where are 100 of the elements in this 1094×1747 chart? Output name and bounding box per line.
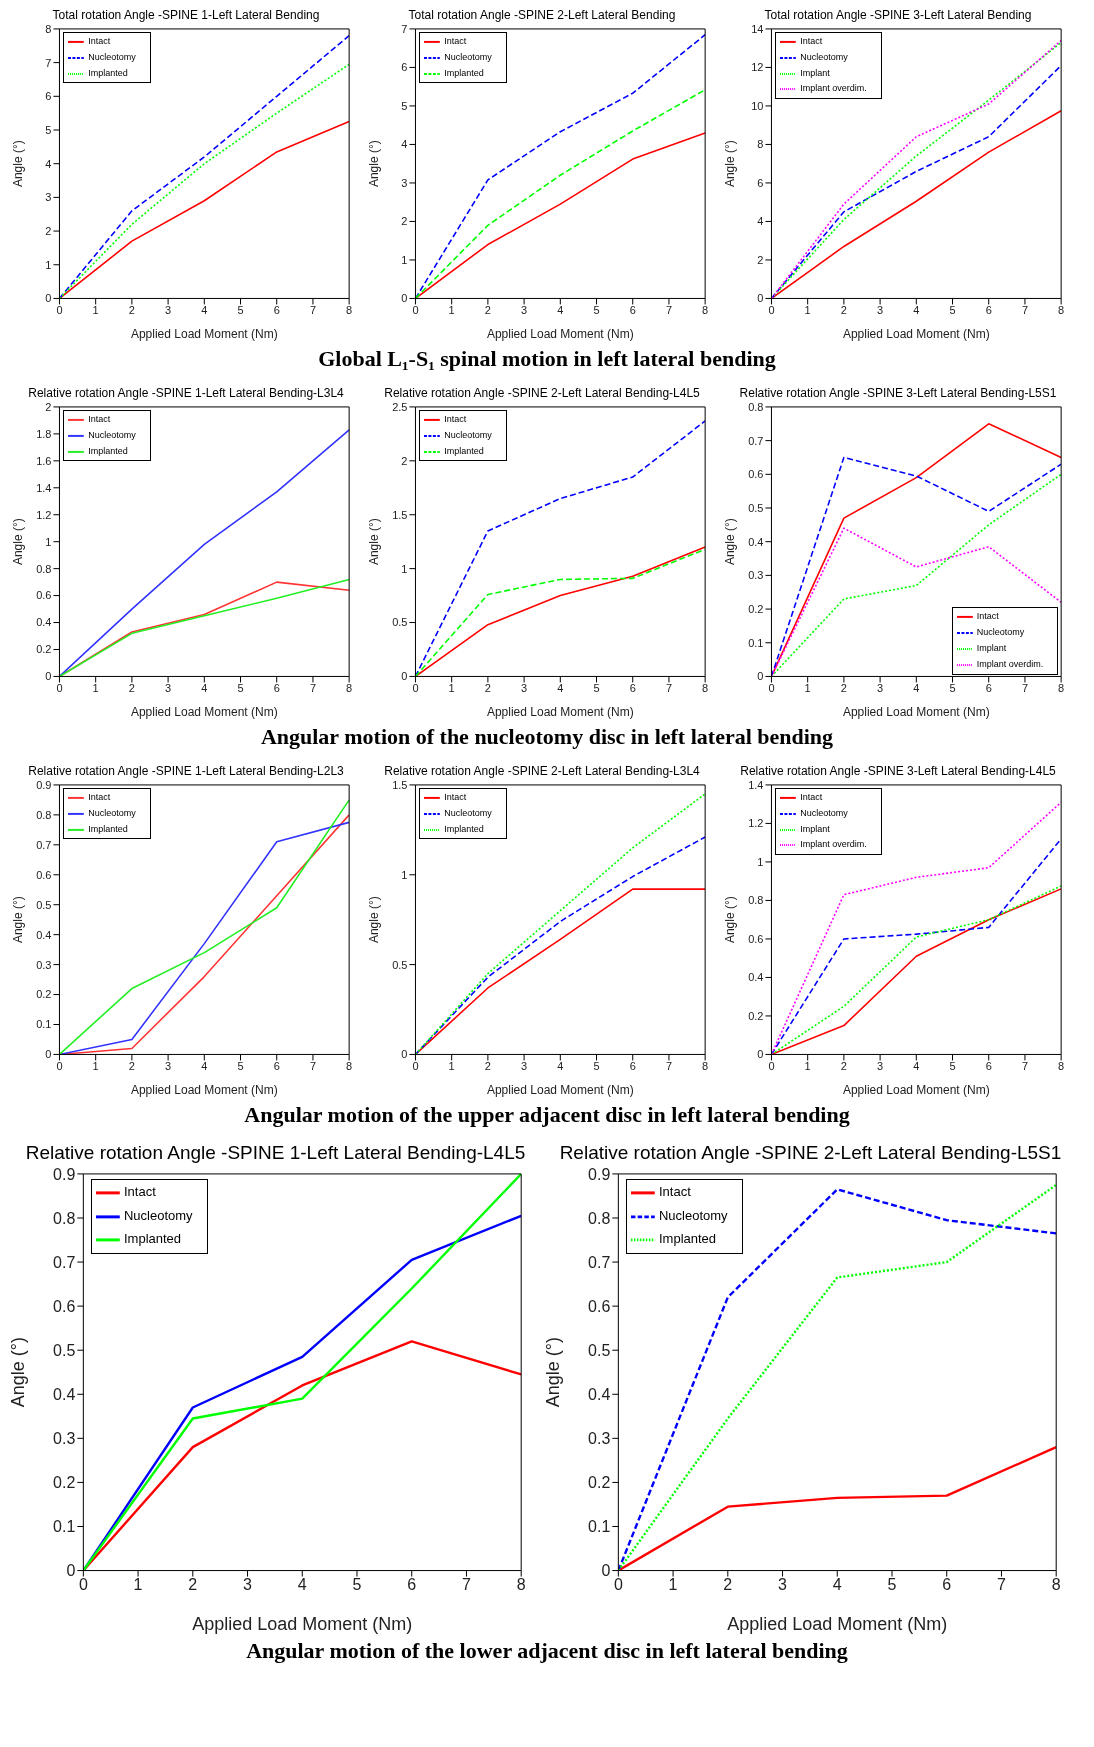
y-tick-label: 1.8	[36, 427, 52, 440]
y-tick-label: 0.4	[588, 1385, 611, 1403]
x-tick-label: 1	[668, 1575, 678, 1593]
legend-label: Intact	[658, 1184, 691, 1200]
y-axis-title: Angle (°)	[367, 518, 382, 566]
y-tick-label: 5	[45, 123, 52, 136]
chart-title: Relative rotation Angle -SPINE 1-Left Lateral Bending-L4L5	[24, 1142, 527, 1164]
legend-label: Implant overdim.	[976, 658, 1044, 669]
x-tick-label: 1	[448, 1060, 455, 1073]
x-tick-label: 7	[997, 1575, 1007, 1593]
y-tick-label: 0.8	[588, 1209, 611, 1227]
y-tick-label: 0	[401, 670, 408, 683]
legend-label: Implanted	[444, 823, 484, 834]
y-tick-label: 0.5	[36, 898, 52, 911]
chart-title: Relative rotation Angle -SPINE 1-Left Lateral Bending-L2L3	[27, 764, 345, 778]
x-tick-label: 8	[702, 304, 709, 317]
x-tick-label: 4	[297, 1575, 307, 1593]
legend-label: Implanted	[123, 1231, 182, 1247]
y-tick-label: 0	[757, 292, 764, 305]
chart-title: Relative rotation Angle -SPINE 2-Left Lateral Bending-L3L4	[383, 764, 701, 778]
legend-label: Intact	[800, 792, 823, 803]
y-tick-label: 0.1	[588, 1518, 611, 1536]
y-tick-label: 0	[45, 670, 52, 683]
legend-label: Nucleotomy	[88, 51, 136, 62]
x-tick-label: 4	[557, 1060, 564, 1073]
x-axis-title: Applied Load Moment (Nm)	[842, 705, 990, 719]
y-tick-label: 0.7	[748, 434, 764, 447]
x-tick-label: 2	[723, 1575, 733, 1593]
x-tick-label: 2	[840, 1060, 847, 1073]
y-tick-label: 0.7	[588, 1253, 611, 1271]
y-axis-title: Angle (°)	[11, 518, 26, 566]
x-tick-label: 1	[448, 304, 455, 317]
x-tick-label: 4	[913, 682, 920, 695]
x-tick-label: 1	[92, 682, 99, 695]
y-tick-label: 0.4	[53, 1385, 76, 1403]
x-tick-label: 3	[521, 304, 528, 317]
y-axis-title: Angle (°)	[367, 896, 382, 944]
chart-title: Relative rotation Angle -SPINE 3-Left Lateral Bending-L5S1	[738, 386, 1058, 400]
y-axis-title: Angle (°)	[367, 140, 382, 188]
x-tick-label: 2	[484, 1060, 491, 1073]
x-tick-label: 6	[985, 1060, 992, 1073]
x-tick-label: 5	[237, 1060, 244, 1073]
text: Angular motion of the upper adjacent disc in left lateral bending	[243, 1102, 851, 1128]
legend-label: Intact	[444, 414, 467, 425]
legend-label: Intact	[88, 414, 111, 425]
y-tick-label: 0.7	[36, 838, 52, 851]
legend-label: Implant overdim.	[800, 839, 867, 850]
y-tick-label: 0.3	[36, 958, 52, 971]
x-axis-title: Applied Load Moment (Nm)	[130, 327, 278, 341]
x-tick-label: 7	[1021, 304, 1029, 317]
legend-label: Implant overdim.	[800, 83, 867, 94]
y-tick-label: 0	[757, 1048, 764, 1061]
y-tick-label: 8	[757, 138, 764, 151]
x-tick-label: 0	[78, 1575, 88, 1593]
x-tick-label: 3	[165, 682, 172, 695]
y-tick-label: 0.4	[748, 971, 764, 984]
x-axis-title: Applied Load Moment (Nm)	[130, 705, 278, 719]
x-tick-label: 6	[985, 682, 992, 695]
x-tick-label: 5	[352, 1575, 362, 1593]
y-tick-label: 0.5	[53, 1341, 76, 1359]
x-tick-label: 2	[128, 682, 135, 695]
y-axis-title: Angle (°)	[11, 140, 26, 188]
x-tick-label: 4	[832, 1575, 842, 1593]
x-tick-label: 1	[92, 1060, 99, 1073]
legend-label: Nucleotomy	[88, 807, 136, 818]
x-tick-label: 2	[188, 1575, 198, 1593]
y-tick-label: 14	[751, 22, 764, 35]
y-tick-label: 0.2	[588, 1474, 611, 1492]
y-tick-label: 10	[751, 99, 764, 112]
x-tick-label: 7	[462, 1575, 472, 1593]
y-axis-title: Angle (°)	[8, 1337, 29, 1408]
legend-label: Intact	[976, 611, 999, 622]
y-tick-label: 1.5	[392, 508, 408, 521]
y-tick-label: 0.5	[588, 1341, 611, 1359]
x-tick-label: 3	[778, 1575, 788, 1593]
x-axis-title: Applied Load Moment (Nm)	[842, 327, 990, 341]
x-tick-label: 4	[201, 304, 208, 317]
x-tick-label: 8	[702, 1060, 709, 1073]
y-tick-label: 12	[751, 61, 764, 74]
x-tick-label: 7	[309, 1060, 317, 1073]
x-tick-label: 6	[273, 304, 280, 317]
legend-label: Intact	[444, 36, 467, 47]
x-tick-label: 8	[1058, 682, 1065, 695]
y-tick-label: 1.6	[36, 454, 52, 467]
x-axis-title: Applied Load Moment (Nm)	[727, 1614, 948, 1634]
chart-title: Relative rotation Angle -SPINE 3-Left Lateral Bending-L4L5	[739, 764, 1057, 778]
y-tick-label: 0.6	[748, 932, 764, 945]
y-tick-label: 0.4	[748, 535, 764, 548]
y-tick-label: 0.6	[748, 468, 764, 481]
y-tick-label: 1	[757, 855, 764, 868]
x-tick-label: 7	[665, 682, 673, 695]
y-tick-label: 2.5	[392, 400, 408, 413]
y-tick-label: 2	[401, 215, 408, 228]
x-axis-title: Applied Load Moment (Nm)	[192, 1614, 413, 1634]
y-axis-title: Angle (°)	[723, 518, 738, 566]
legend-label: Implanted	[444, 67, 484, 78]
y-tick-label: 2	[401, 454, 408, 467]
y-tick-label: 1	[45, 535, 52, 548]
x-tick-label: 0	[768, 1060, 775, 1073]
x-tick-label: 0	[768, 304, 775, 317]
